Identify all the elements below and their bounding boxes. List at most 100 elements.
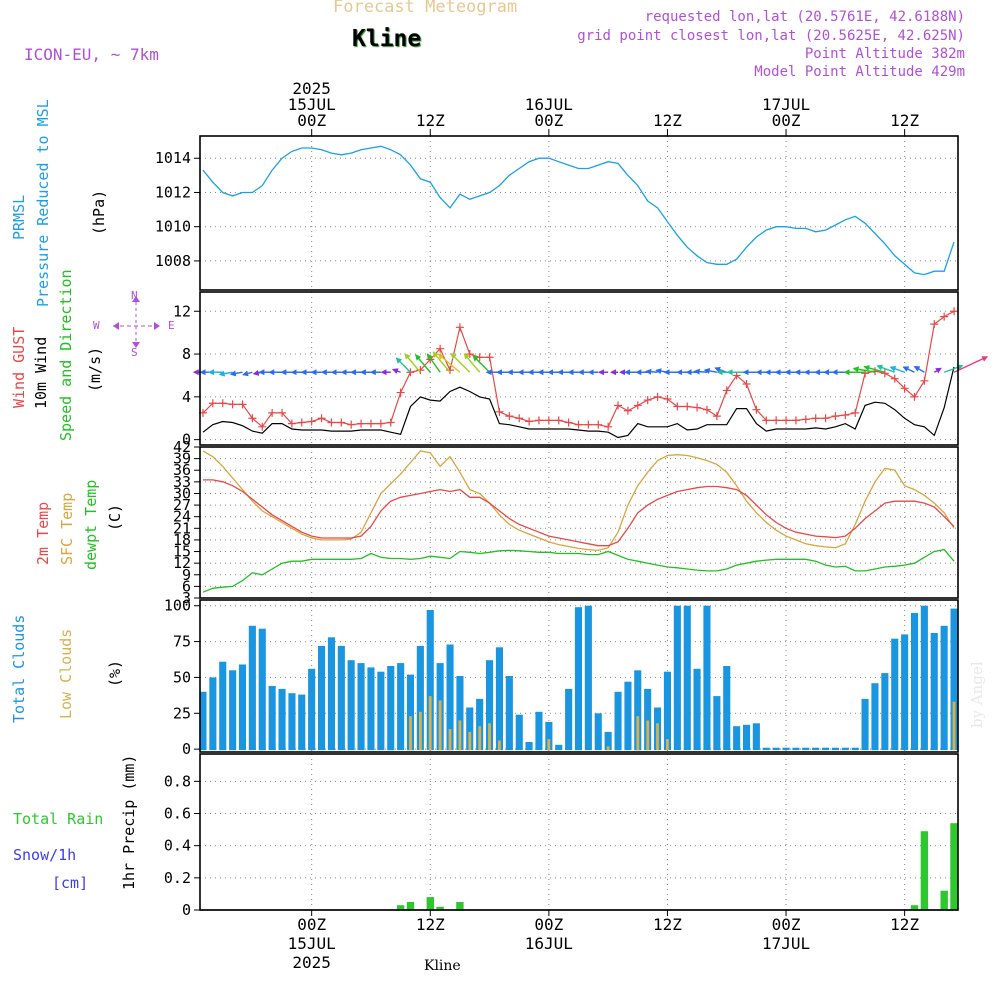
total-cloud-bar	[397, 663, 405, 751]
top-time-label: 16JUL	[525, 95, 573, 114]
top-time-label: 12Z	[890, 111, 919, 130]
wind-direction-arrow	[450, 352, 471, 373]
wind-gust-point	[772, 416, 781, 425]
top-time-label: 00Z	[297, 111, 326, 130]
wind-gust-point	[386, 418, 395, 427]
panel-frame-wind	[199, 291, 959, 446]
wind-direction-arrow	[953, 356, 989, 373]
total-cloud-bar	[703, 605, 711, 751]
wind-gust-point	[614, 401, 623, 410]
wind-gust-point	[446, 366, 455, 375]
y-tick-label: 12	[173, 554, 191, 572]
wind-gust-point	[495, 407, 504, 416]
low-cloud-bar	[606, 746, 610, 751]
wind-gust-point	[653, 392, 662, 401]
rain-bar	[940, 890, 948, 910]
total-cloud-bar	[812, 747, 820, 751]
temp-2m-line	[203, 479, 955, 547]
snow-unit: [cm]	[52, 874, 89, 892]
compass-north-arrow	[132, 296, 140, 302]
wind-gust-point	[950, 307, 959, 316]
wind-direction-arrow	[943, 364, 964, 373]
temp-dewpt-line	[202, 548, 955, 593]
bottom-time-label: 15JUL	[288, 934, 336, 953]
bottom-time-label: 12Z	[653, 915, 682, 934]
top-time-label: 15JUL	[288, 95, 336, 114]
total-cloud-bar	[476, 698, 484, 751]
wind-gust-point	[722, 386, 731, 395]
total-cloud-bar	[683, 605, 691, 751]
total-cloud-bar	[831, 747, 839, 751]
model-point-altitude: Model Point Altitude 429m	[754, 64, 965, 80]
y-tick-label: 1012	[155, 183, 191, 201]
total-cloud-bar	[367, 667, 375, 751]
y-tick-label: 27	[173, 496, 191, 514]
grid-temperature	[194, 446, 958, 599]
wind-direction-arrow	[242, 370, 253, 377]
total-cloud-bar	[515, 714, 523, 751]
y-tick-label: 18	[173, 531, 191, 549]
wind-gust-point	[900, 384, 909, 393]
wind-gust-point	[880, 369, 889, 378]
y-tick-label: 12	[173, 302, 191, 320]
wind-gust-point	[851, 408, 860, 417]
total-cloud-bar	[782, 747, 790, 751]
top-time-label: 2025	[292, 79, 331, 98]
low-cloud-bar	[419, 711, 422, 751]
total-cloud-bar	[881, 673, 889, 751]
total-rain-label: Total Rain	[13, 810, 104, 828]
wind-gust-point	[564, 418, 573, 427]
wind-direction-arrow	[645, 368, 658, 375]
total-cloud-bar	[861, 698, 869, 751]
y-tick-label: 1014	[155, 149, 191, 167]
y-tick-label: 4	[182, 388, 191, 406]
total-cloud-bar	[841, 747, 849, 751]
wind-direction-arrow	[902, 366, 915, 373]
wind-gust-point	[791, 416, 800, 425]
wind-direction-arrow	[889, 365, 905, 373]
total-cloud-bar	[288, 693, 296, 751]
wind-direction-arrow	[229, 370, 243, 377]
rain-bar	[950, 823, 958, 910]
total-cloud-bar	[940, 625, 948, 751]
wind-gust-point	[357, 419, 366, 428]
wind-direction-arrow	[863, 365, 886, 373]
pressure-line	[202, 145, 955, 276]
temp-sfc-line	[202, 450, 955, 552]
wind-gust-point	[920, 376, 929, 385]
top-time-label: 12Z	[653, 111, 682, 130]
wind-gust-point	[317, 414, 326, 423]
compass-east-arrow	[154, 322, 160, 330]
wind-gust-point	[673, 402, 682, 411]
wind-gust-point	[505, 412, 514, 421]
wind-gust-point	[337, 418, 346, 427]
total-cloud-bar	[486, 660, 494, 751]
y-tick-label: 30	[173, 484, 191, 502]
low-cloud-bar	[438, 700, 442, 751]
y-tick-label: 75	[173, 633, 191, 651]
wind-gust-point	[268, 408, 277, 417]
low-cloud-bar	[636, 716, 640, 751]
y-tick-label: 100	[164, 597, 191, 615]
total-cloud-bar	[357, 663, 365, 751]
panel-frame-precipitation	[199, 753, 959, 911]
rain-bar	[456, 902, 464, 910]
wind-gust-point	[890, 374, 899, 383]
y-tick-label: 42	[173, 438, 191, 456]
wind-gust-point	[287, 419, 296, 428]
total-cloud-bar	[663, 671, 671, 751]
total-cloud-bar	[209, 677, 217, 751]
wind-gust-point	[702, 405, 711, 414]
snow-label: Snow/1h	[13, 846, 77, 864]
y-tick-label: 0.8	[164, 772, 191, 790]
total-cloud-bar	[229, 670, 237, 751]
wind-gust-point	[297, 418, 306, 427]
total-cloud-bar	[802, 747, 810, 751]
total-cloud-bar	[624, 681, 632, 751]
total-cloud-bar	[406, 674, 414, 751]
y-tick-label: 24	[173, 508, 191, 526]
y-tick-label: 1010	[155, 218, 191, 236]
total-cloud-bar	[733, 726, 741, 751]
panel-frame-clouds	[199, 599, 959, 753]
total-cloud-bar	[298, 694, 306, 751]
